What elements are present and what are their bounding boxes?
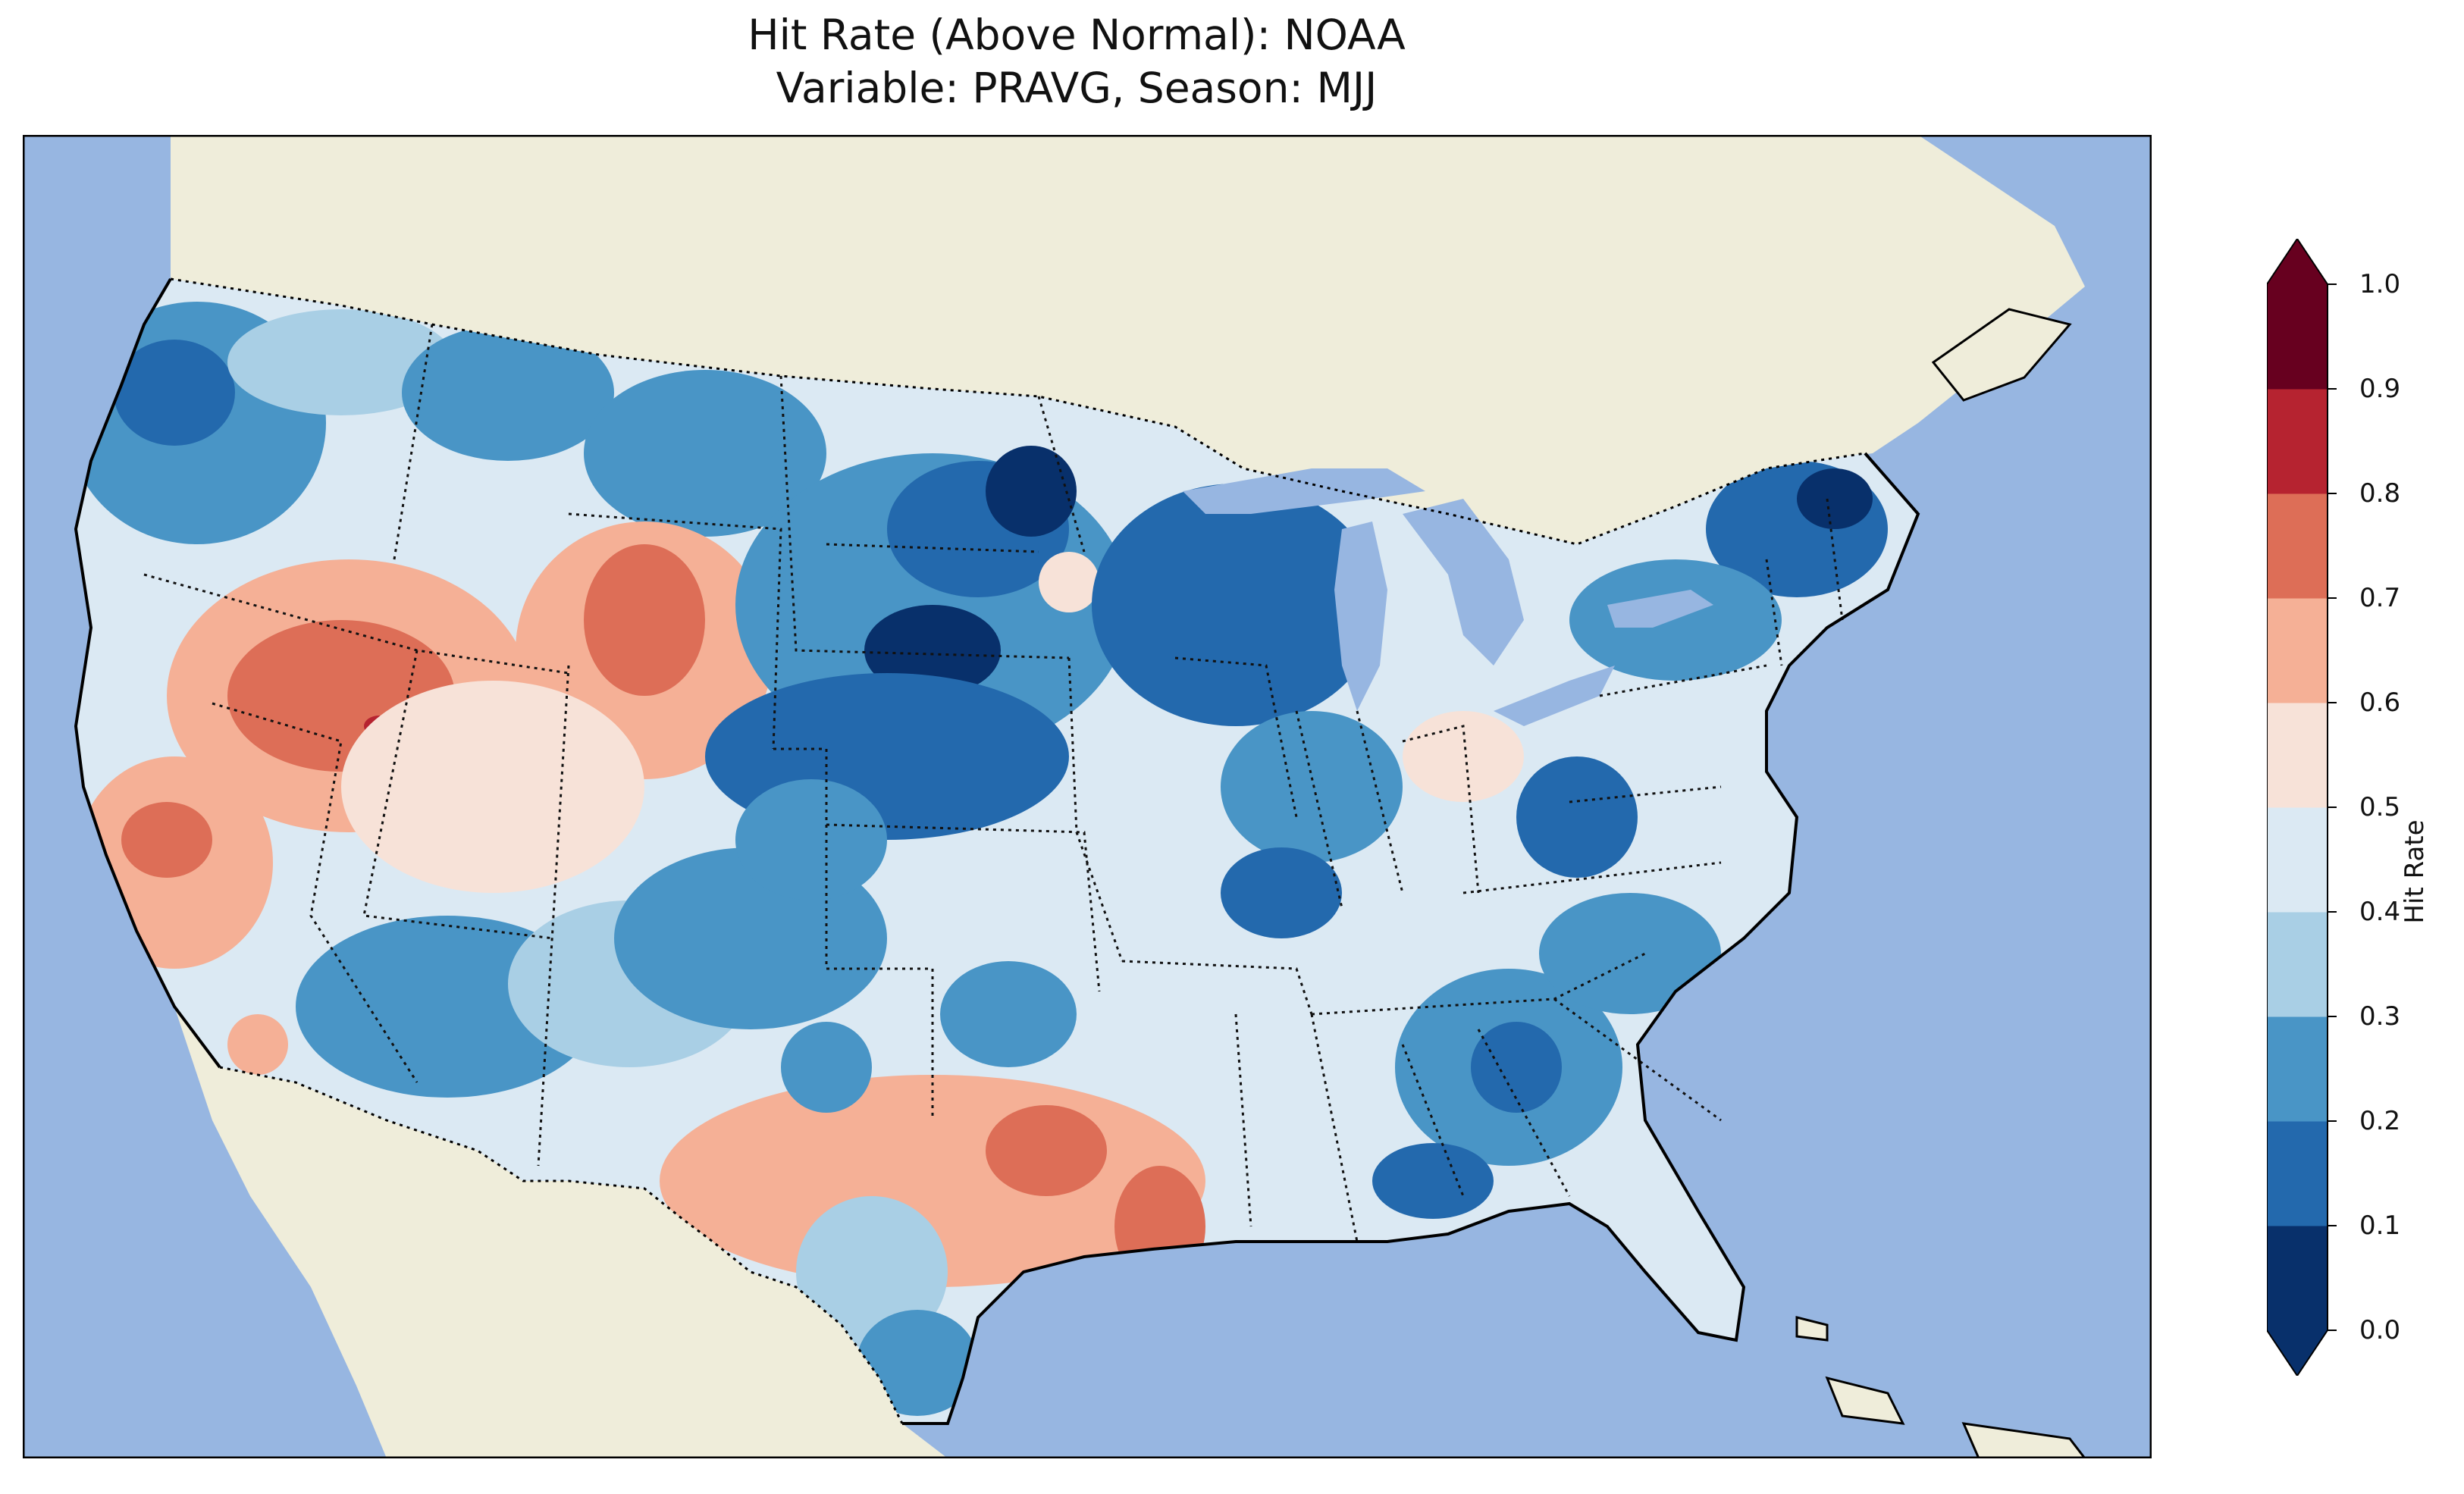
colorbar-tick-label: 0.8 <box>2359 478 2401 509</box>
colorbar-segment <box>2267 912 2328 1017</box>
colorbar <box>2267 239 2337 1376</box>
us-coastline <box>74 277 221 1069</box>
map-canvas <box>23 135 2152 1458</box>
colorbar-tick-label: 0.4 <box>2359 897 2401 927</box>
hit-rate-field <box>76 302 1888 1416</box>
gulf-coastline <box>902 452 1920 1425</box>
great-lakes <box>1183 468 1713 726</box>
canada-land <box>171 135 2085 544</box>
colorbar-tick-label: 0.3 <box>2359 1001 2401 1032</box>
caribbean-islands <box>1795 1316 2086 1458</box>
colorbar-tick-label: 0.5 <box>2359 792 2401 822</box>
mexico-border <box>219 1066 904 1424</box>
map-title-line-2: Variable: PRAVG, Season: MJJ <box>776 64 1378 112</box>
colorbar-tick-label: 1.0 <box>2359 269 2401 299</box>
colorbar-tick-label: 0.6 <box>2359 687 2401 718</box>
colorbar-segment <box>2267 1016 2328 1122</box>
colorbar-label: Hit Rate <box>2400 819 2430 924</box>
baja-california <box>212 1067 432 1424</box>
nova-scotia <box>1931 308 2072 402</box>
canada-border <box>170 277 1866 546</box>
colorbar-extend-min <box>2267 1330 2328 1376</box>
colorbar-tick-label: 0.1 <box>2359 1211 2401 1241</box>
colorbar-segment <box>2267 493 2328 599</box>
colorbar-tick-label: 0.7 <box>2359 583 2401 613</box>
colorbar-tick-label: 0.0 <box>2359 1315 2401 1345</box>
colorbar-segment <box>2267 598 2328 703</box>
colorbar-tick-label: 0.2 <box>2359 1106 2401 1136</box>
colorbar-extend-max <box>2267 239 2328 284</box>
map-border <box>23 135 2152 1458</box>
colorbar-segment <box>2267 703 2328 808</box>
map-title-line-1: Hit Rate (Above Normal): NOAA <box>748 11 1406 59</box>
colorbar-segment <box>2267 1226 2328 1331</box>
colorbar-segment <box>2267 807 2328 913</box>
colorbar-segment <box>2267 284 2328 390</box>
colorbar-segment <box>2267 1121 2328 1226</box>
colorbar-segment <box>2267 389 2328 494</box>
colorbar-tick-label: 0.9 <box>2359 374 2401 404</box>
state-borders <box>143 324 1844 1242</box>
